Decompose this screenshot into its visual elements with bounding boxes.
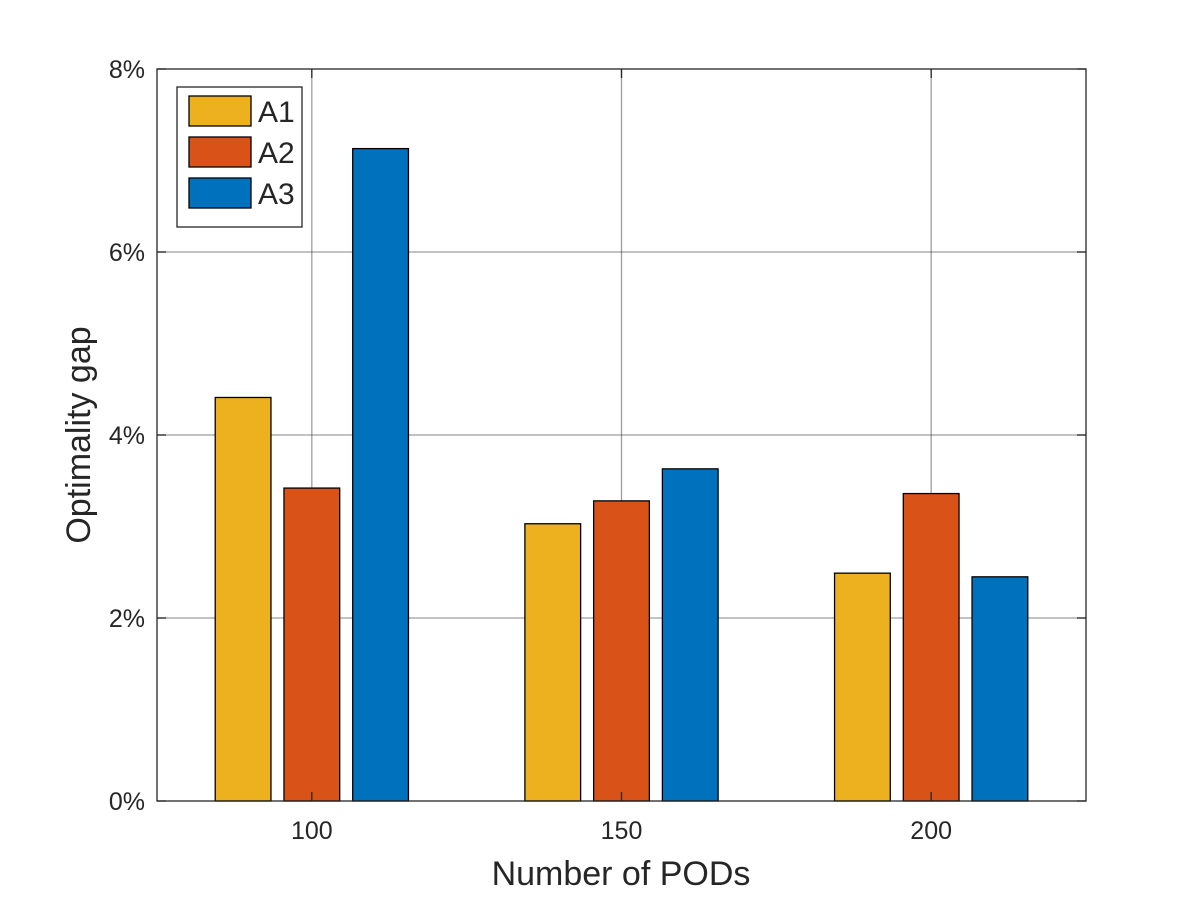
x-axis-label: Number of PODs [492,855,751,893]
bar-a1-200 [833,572,891,802]
y-tick-label: 2% [109,605,145,633]
legend-swatch-a2 [188,136,252,168]
legend-swatch-a1 [188,95,252,127]
bar-a1-150 [524,523,582,802]
bar-a3-150 [661,468,719,802]
legend-label-a3: A3 [258,178,295,211]
bar-a2-150 [592,500,651,802]
bar-a3-100 [352,147,410,802]
bar-a3-200 [971,576,1029,802]
x-tick-label: 100 [291,817,333,845]
y-tick-label: 8% [109,56,145,84]
y-axis-label: Optimality gap [60,326,98,543]
y-tick-label: 6% [109,239,145,267]
x-tick-labels: 100 150 200 [291,817,952,845]
y-tick-label: 0% [109,788,145,816]
bar-a2-100 [283,487,341,802]
legend: A1 A2 A3 [176,86,303,228]
legend-label-a2: A2 [258,137,295,170]
x-tick-label: 150 [601,817,643,845]
bars [214,147,1029,802]
x-tick-label: 200 [910,817,952,845]
bar-a1-100 [214,396,272,802]
bar-a2-200 [902,492,960,802]
legend-swatch-a3 [188,177,252,209]
ticks [157,68,1086,802]
y-tick-label: 4% [109,422,145,450]
y-tick-labels: 0% 2% 4% 6% 8% [109,56,145,816]
legend-label-a1: A1 [258,96,295,129]
